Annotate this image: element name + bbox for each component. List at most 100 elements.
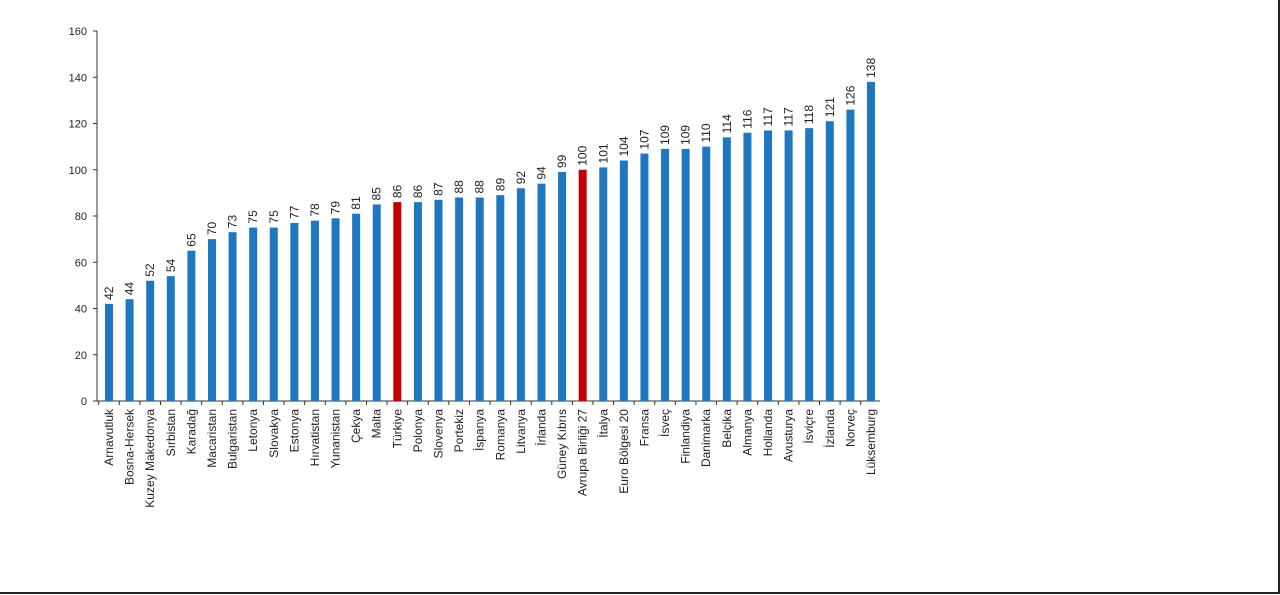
data-label: 44 (123, 282, 137, 296)
bar-3 (166, 276, 175, 401)
data-label: 86 (411, 184, 425, 198)
category-label: İrlanda (534, 409, 548, 446)
data-label: 89 (493, 178, 507, 192)
data-label: 54 (164, 258, 178, 272)
category-label: Euro Bölgesi 20 (617, 409, 631, 494)
data-label: 86 (390, 184, 404, 198)
bar-2 (146, 280, 155, 401)
bar-23 (578, 169, 587, 401)
data-label: 126 (843, 85, 857, 105)
data-label: 78 (308, 203, 322, 217)
data-label: 92 (514, 171, 528, 185)
category-label: Hırvatistan (308, 409, 322, 466)
bar-21 (537, 183, 546, 401)
category-label: Sırbistan (164, 409, 178, 456)
bar-20 (516, 188, 525, 401)
bar-24 (599, 167, 608, 401)
data-label: 85 (370, 187, 384, 201)
data-label: 77 (287, 205, 301, 219)
category-label: Macaristan (205, 409, 219, 468)
data-label: 73 (226, 215, 240, 229)
bar-31 (743, 132, 752, 401)
category-label: Finlandiya (679, 409, 693, 464)
data-label: 121 (823, 97, 837, 117)
bar-27 (661, 148, 670, 401)
category-label: Çekya (349, 409, 363, 443)
bar-15 (413, 202, 422, 401)
bar-9 (290, 222, 299, 401)
category-label: Arnavutluk (102, 408, 116, 466)
category-label: Norveç (843, 409, 857, 447)
bar-17 (455, 197, 464, 401)
data-label: 104 (617, 136, 631, 156)
data-label: 100 (576, 145, 590, 165)
data-label: 109 (679, 125, 693, 145)
bar-37 (867, 81, 875, 401)
category-label: Avusturya (782, 409, 796, 462)
category-label: Türkiye (390, 409, 404, 449)
data-label: 138 (864, 58, 878, 78)
bar-8 (269, 227, 278, 401)
bar-1 (125, 299, 134, 401)
y-tick-label: 20 (75, 350, 87, 362)
data-label: 88 (452, 180, 466, 194)
data-label: 81 (349, 196, 363, 210)
category-label: Portekiz (452, 409, 466, 452)
y-tick-label: 140 (69, 72, 87, 84)
data-label: 79 (329, 201, 343, 215)
bar-10 (310, 220, 319, 401)
y-tick-label: 60 (75, 257, 87, 269)
category-label: Danimarka (699, 409, 713, 467)
y-tick-label: 40 (75, 304, 87, 316)
bar-29 (702, 146, 711, 401)
data-label: 116 (740, 109, 754, 128)
category-label: Slovakya (267, 409, 281, 458)
category-label: Avrupa Birliği 27 (576, 409, 590, 496)
y-tick-label: 160 (69, 26, 87, 38)
category-label: Yunanistan (329, 409, 343, 468)
data-label: 88 (473, 180, 487, 194)
bar-19 (496, 195, 505, 401)
bar-5 (207, 239, 216, 401)
category-label: İspanya (473, 409, 487, 451)
category-label: İsviçre (802, 409, 816, 444)
category-label: Belçika (720, 409, 734, 448)
category-label: Malta (370, 409, 384, 439)
category-label: Bosna-Hersek (123, 408, 137, 485)
bar-14 (393, 202, 402, 401)
category-label: Karadağ (184, 409, 198, 454)
data-label: 75 (267, 210, 281, 224)
bar-35 (825, 121, 834, 401)
data-label: 109 (658, 125, 672, 145)
category-label: Polonya (411, 409, 425, 453)
data-label: 75 (246, 210, 260, 224)
category-label: Fransa (637, 409, 651, 447)
bar-6 (228, 232, 237, 401)
bar-36 (846, 109, 855, 401)
bar-7 (249, 227, 258, 401)
category-label: Slovenya (432, 409, 446, 459)
category-label: Romanya (493, 409, 507, 461)
y-tick-label: 80 (75, 211, 87, 223)
category-label: Letonya (246, 409, 260, 452)
bar-32 (764, 130, 773, 401)
category-label: Bulgaristan (226, 409, 240, 469)
bar-30 (722, 137, 731, 401)
category-label: İzlanda (823, 409, 837, 448)
bar-33 (784, 130, 793, 401)
category-label: Güney Kıbrıs (555, 409, 569, 479)
y-tick-label: 100 (69, 165, 87, 177)
category-label: Almanya (740, 409, 754, 456)
category-label: Litvanya (514, 409, 528, 454)
category-label: Kuzey Makedonya (143, 409, 157, 508)
data-label: 107 (637, 129, 651, 149)
y-tick-label: 0 (81, 396, 87, 408)
data-label: 110 (699, 123, 713, 142)
data-label: 52 (143, 263, 157, 277)
bar-22 (558, 172, 567, 401)
bar-16 (434, 199, 443, 401)
category-label: İsveç (658, 409, 672, 437)
bar-28 (681, 148, 690, 401)
